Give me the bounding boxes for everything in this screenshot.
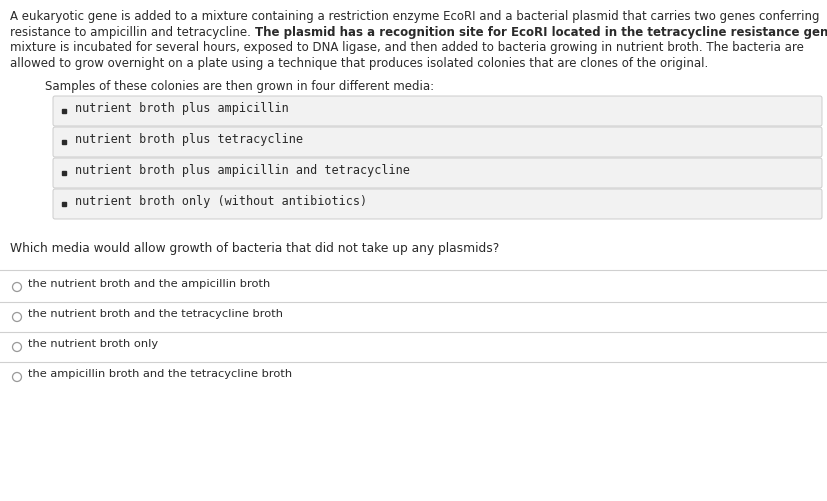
FancyBboxPatch shape bbox=[53, 96, 821, 126]
FancyBboxPatch shape bbox=[53, 189, 821, 219]
Text: the nutrient broth and the ampicillin broth: the nutrient broth and the ampicillin br… bbox=[28, 279, 270, 289]
Text: mixture is incubated for several hours, exposed to DNA ligase, and then added to: mixture is incubated for several hours, … bbox=[10, 41, 803, 54]
Text: nutrient broth only (without antibiotics): nutrient broth only (without antibiotics… bbox=[75, 195, 366, 208]
Text: the nutrient broth only: the nutrient broth only bbox=[28, 339, 158, 349]
Text: Samples of these colonies are then grown in four different media:: Samples of these colonies are then grown… bbox=[45, 80, 433, 93]
Text: resistance to ampicillin and tetracycline.: resistance to ampicillin and tetracyclin… bbox=[10, 26, 255, 39]
Text: The plasmid has a recognition site for EcoRI located in the tetracycline resista: The plasmid has a recognition site for E… bbox=[255, 26, 827, 39]
FancyBboxPatch shape bbox=[53, 158, 821, 188]
FancyBboxPatch shape bbox=[53, 127, 821, 157]
Text: Which media would allow growth of bacteria that did not take up any plasmids?: Which media would allow growth of bacter… bbox=[10, 242, 499, 255]
Text: nutrient broth plus tetracycline: nutrient broth plus tetracycline bbox=[75, 133, 303, 146]
Text: A eukaryotic gene is added to a mixture containing a restriction enzyme EcoRI an: A eukaryotic gene is added to a mixture … bbox=[10, 10, 819, 23]
Text: the nutrient broth and the tetracycline broth: the nutrient broth and the tetracycline … bbox=[28, 309, 283, 319]
Text: nutrient broth plus ampicillin: nutrient broth plus ampicillin bbox=[75, 102, 289, 115]
Text: allowed to grow overnight on a plate using a technique that produces isolated co: allowed to grow overnight on a plate usi… bbox=[10, 57, 707, 70]
Text: the ampicillin broth and the tetracycline broth: the ampicillin broth and the tetracyclin… bbox=[28, 369, 292, 379]
Text: nutrient broth plus ampicillin and tetracycline: nutrient broth plus ampicillin and tetra… bbox=[75, 164, 409, 177]
